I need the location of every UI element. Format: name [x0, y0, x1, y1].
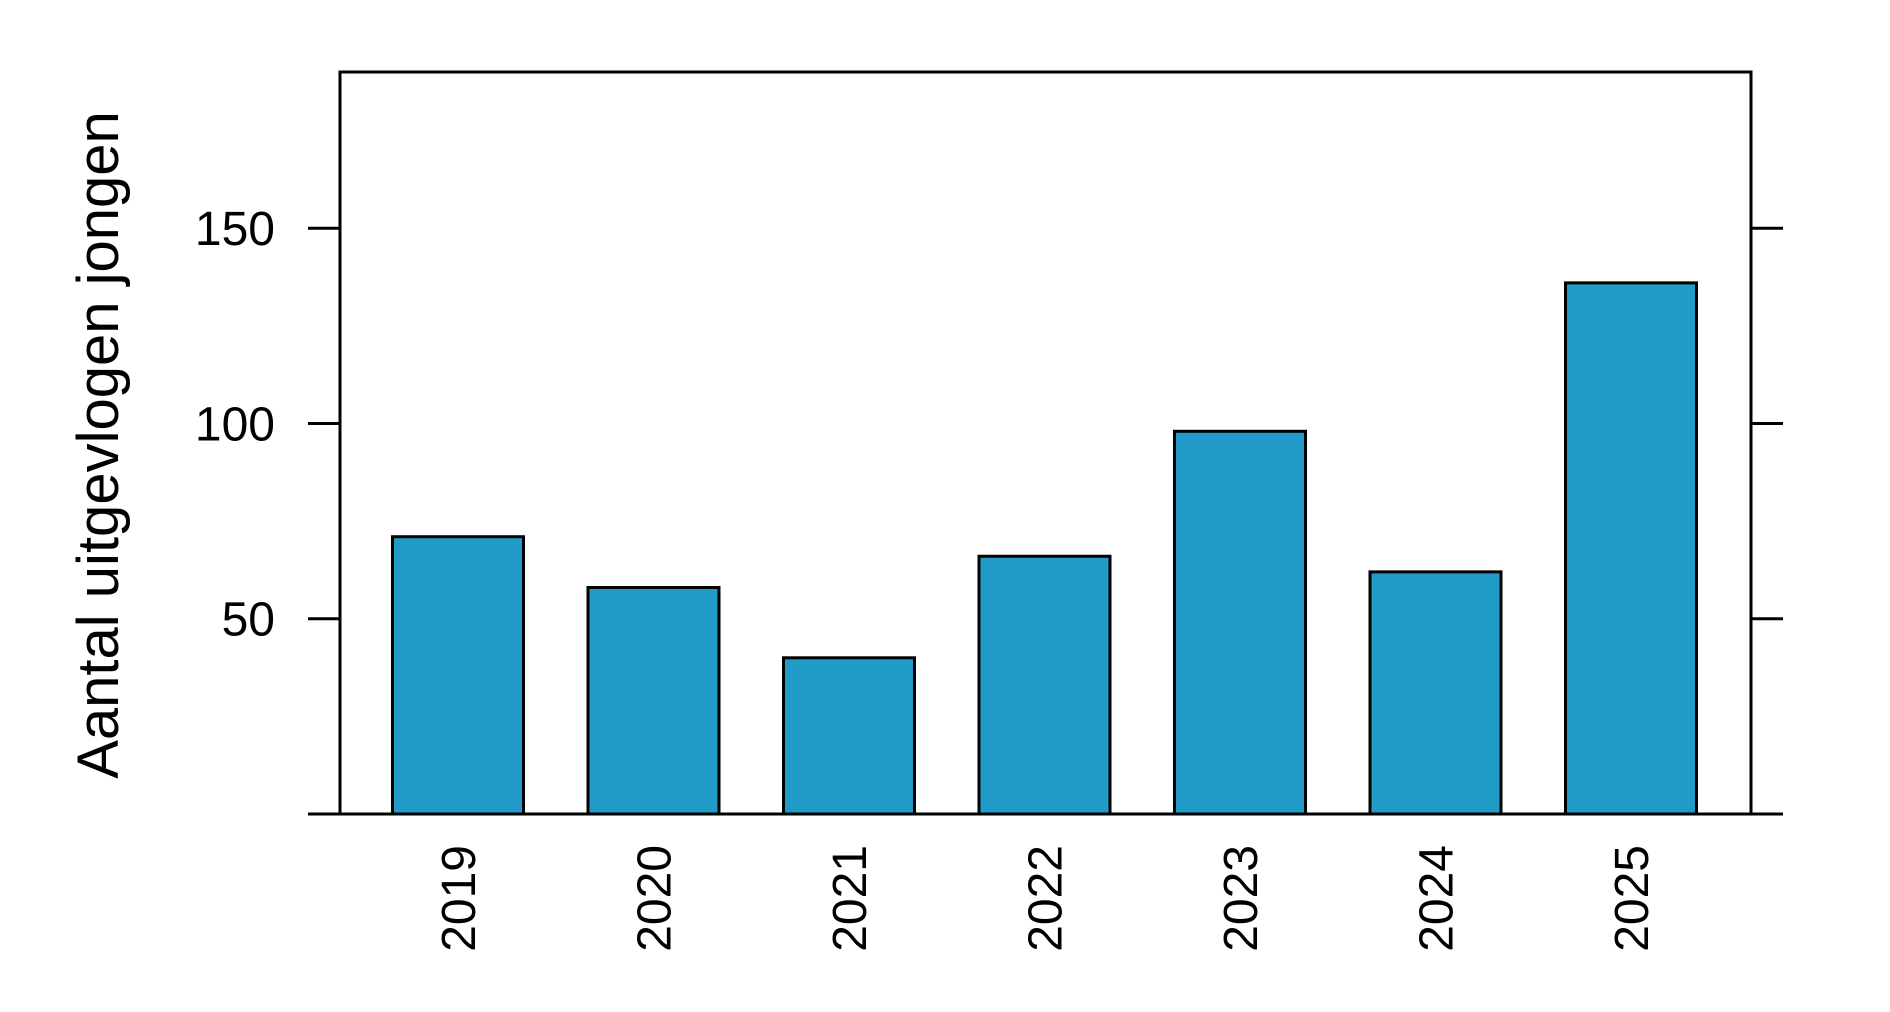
x-tick-label: 2019	[433, 845, 486, 952]
y-tick-label: 100	[195, 398, 275, 451]
x-tick-label: 2025	[1606, 845, 1659, 952]
y-axis-label: Aantal uitgevlogen jongen	[66, 111, 131, 779]
y-tick-label: 150	[195, 203, 275, 256]
x-tick-label: 2021	[824, 845, 877, 952]
bar	[391, 535, 525, 816]
bar	[977, 554, 1112, 816]
bar	[782, 656, 916, 816]
x-tick-label: 2023	[1215, 845, 1268, 952]
bar	[586, 585, 721, 816]
bar	[1173, 429, 1307, 816]
bar	[1368, 570, 1503, 816]
y-tick-label: 50	[222, 594, 275, 647]
x-tick-label: 2024	[1411, 845, 1464, 952]
x-tick-label: 2022	[1020, 845, 1073, 952]
bar	[1564, 281, 1698, 816]
x-tick-label: 2020	[629, 845, 682, 952]
